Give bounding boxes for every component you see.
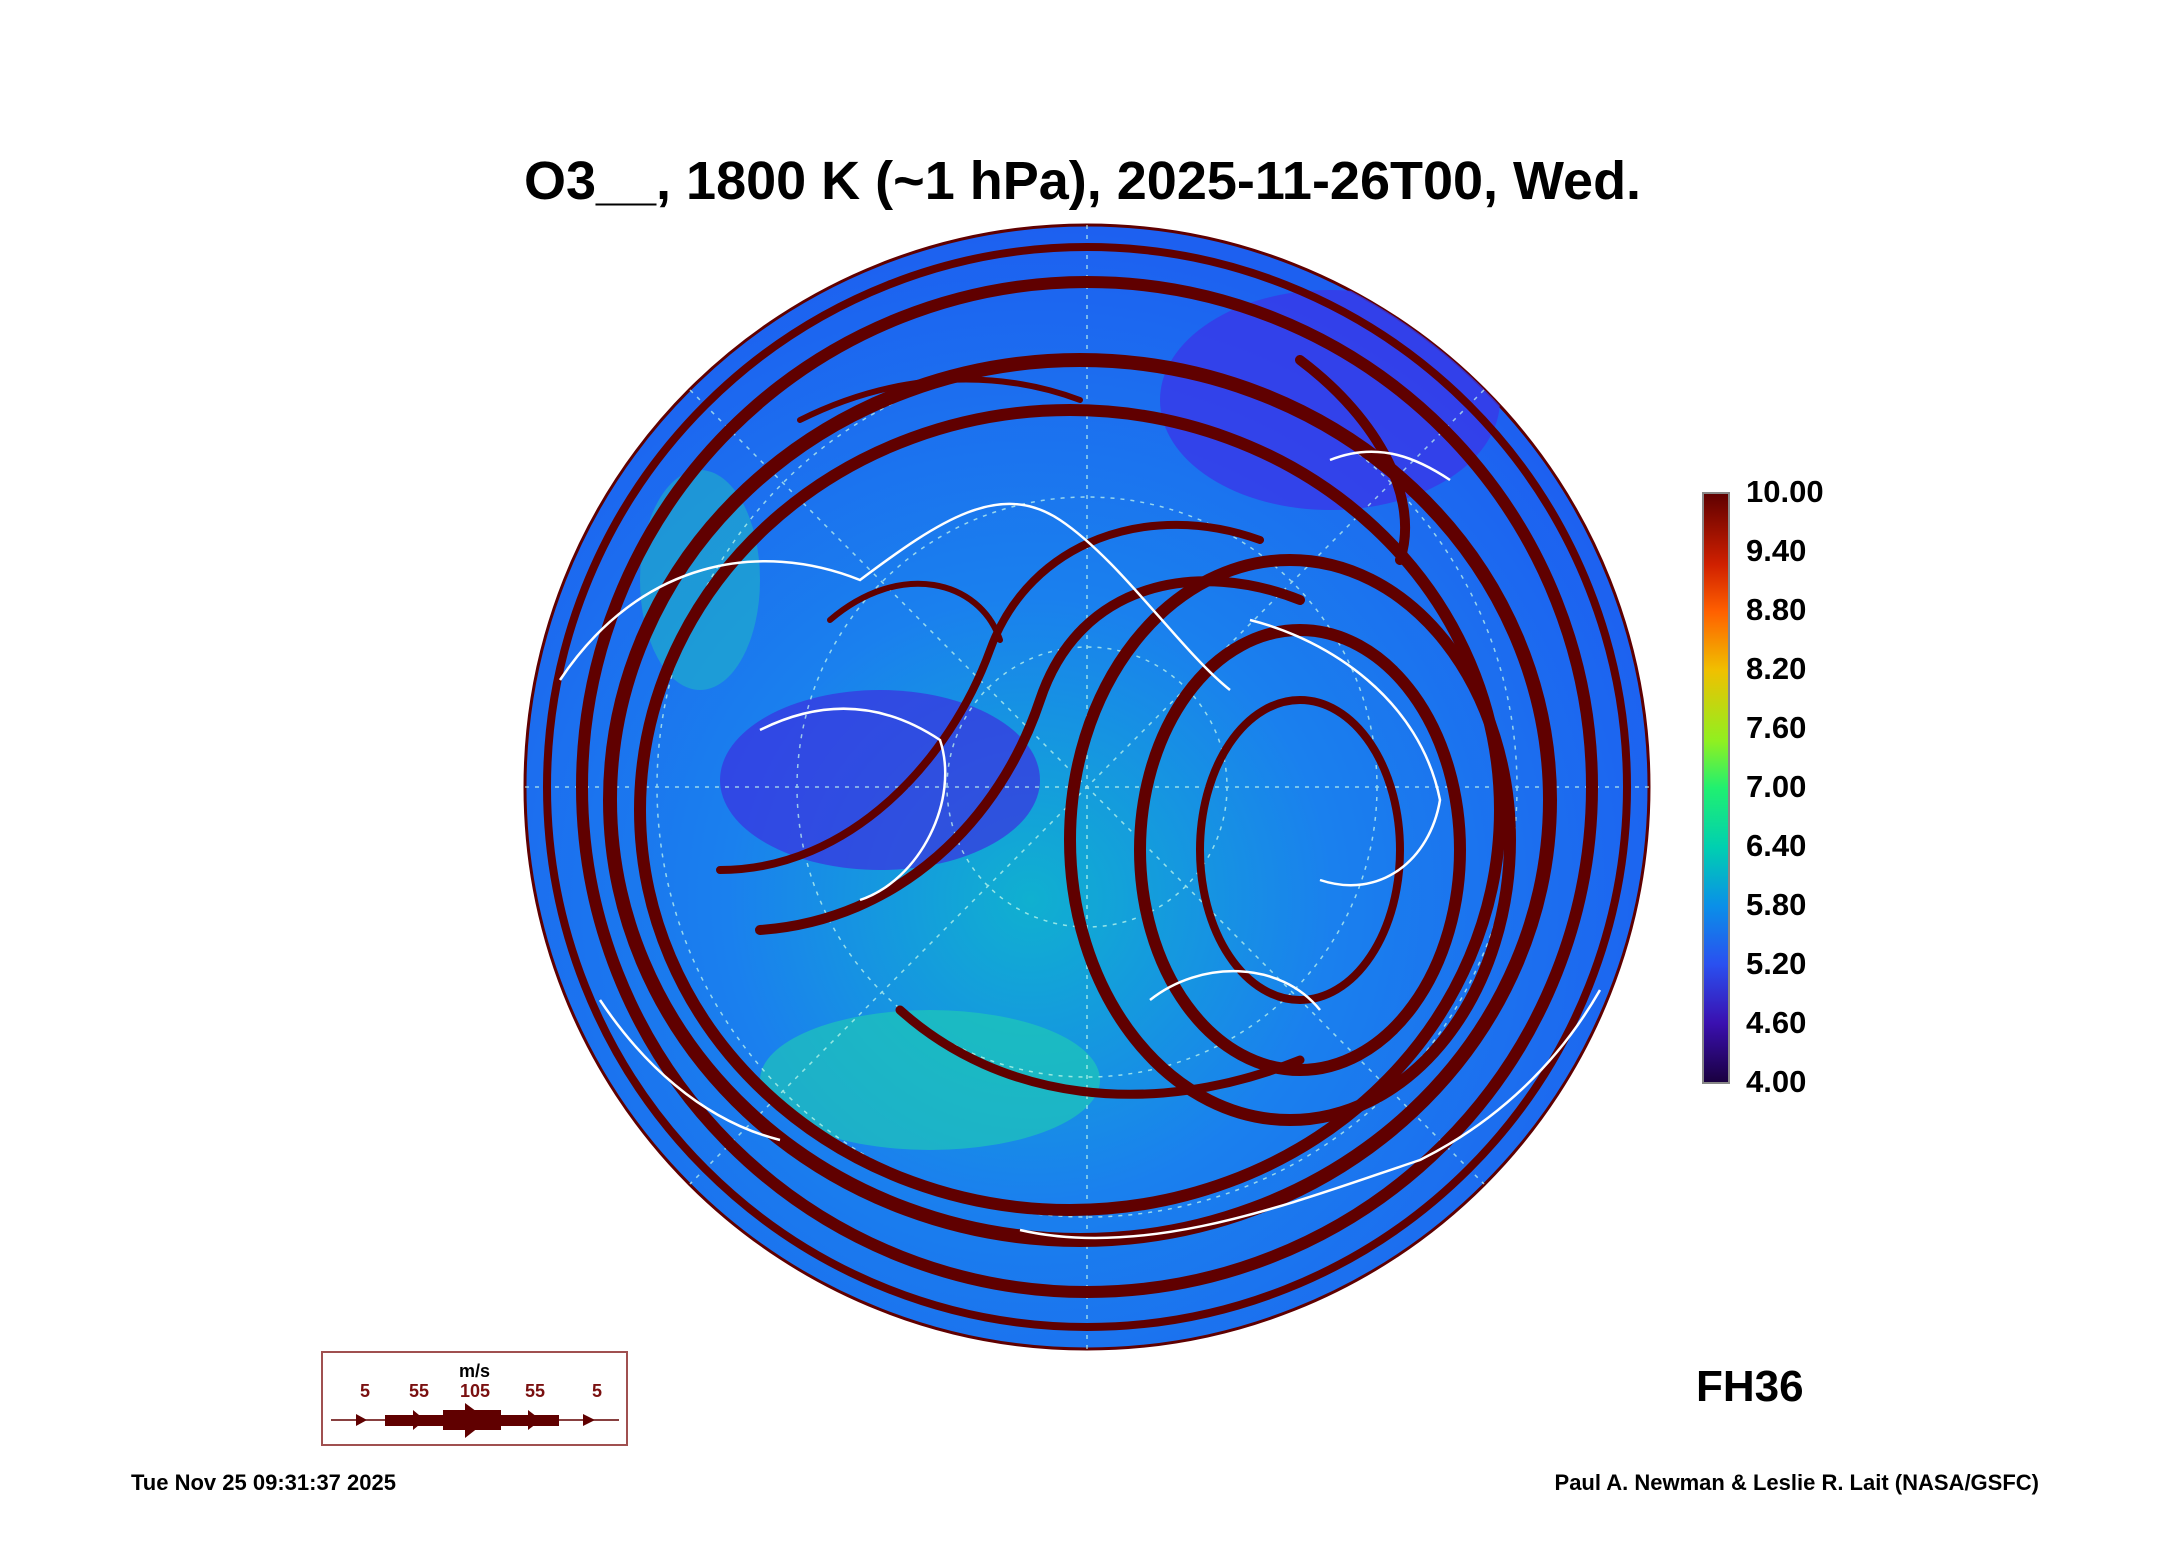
colorbar-tick-label: 10.00 xyxy=(1746,474,1824,509)
coastlines xyxy=(558,450,1602,1240)
wind-legend-label: 55 xyxy=(524,1381,546,1401)
colorbar-tick-label: 8.20 xyxy=(1746,651,1807,686)
graticule xyxy=(525,225,1649,1349)
colorbar-tick-label: 7.00 xyxy=(1746,769,1807,804)
high-ozone-region xyxy=(760,1010,1100,1150)
wind-speed-legend: m/s 5 55 105 55 5 xyxy=(321,1351,628,1446)
wind-legend-label: 55 xyxy=(408,1381,430,1401)
wind-legend-label: 105 xyxy=(459,1381,491,1401)
colorbar-tick-label: 5.80 xyxy=(1746,887,1807,922)
colorbar-tick-label: 9.40 xyxy=(1746,533,1807,568)
generation-timestamp: Tue Nov 25 09:31:37 2025 xyxy=(131,1470,396,1495)
wind-legend-label: 5 xyxy=(359,1381,371,1401)
wind-legend-unit: m/s xyxy=(458,1361,491,1381)
colorbar-tick-label: 6.40 xyxy=(1746,828,1807,863)
forecast-hour-label: FH36 xyxy=(1696,1362,1804,1411)
colorbar-tick-label: 5.20 xyxy=(1746,946,1807,981)
colorbar-tick-label: 7.60 xyxy=(1746,710,1807,745)
low-ozone-region xyxy=(1160,290,1500,510)
credit-text: Paul A. Newman & Leslie R. Lait (NASA/GS… xyxy=(1554,1470,2039,1495)
low-ozone-region xyxy=(720,690,1040,870)
colorbar-tick-label: 4.00 xyxy=(1746,1064,1807,1099)
wind-legend-label: 5 xyxy=(591,1381,603,1401)
colorbar-tick-label: 8.80 xyxy=(1746,592,1807,627)
chart-title: O3__, 1800 K (~1 hPa), 2025-11-26T00, We… xyxy=(523,151,1642,211)
colorbar xyxy=(1702,492,1730,1084)
high-ozone-region xyxy=(640,470,760,690)
wind-streamlines xyxy=(543,243,1631,1331)
colorbar-tick-label: 4.60 xyxy=(1746,1005,1807,1040)
wind-legend-arrows xyxy=(331,1403,619,1438)
